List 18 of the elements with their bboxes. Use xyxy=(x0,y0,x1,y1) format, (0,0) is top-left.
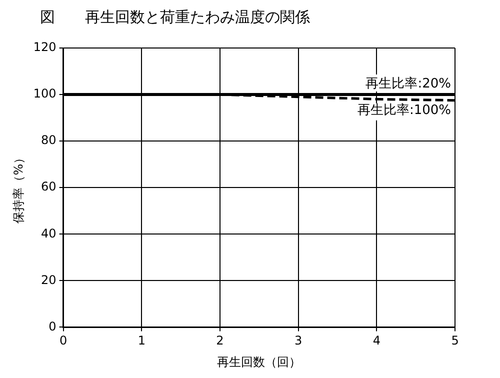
x-tick-label: 4 xyxy=(372,334,380,348)
series-label: 再生比率:20% xyxy=(366,75,451,92)
x-tick-label: 5 xyxy=(451,334,459,348)
y-tick-label: 40 xyxy=(41,226,56,240)
x-axis-title: 再生回数（回） xyxy=(217,354,302,369)
x-tick-label: 0 xyxy=(59,334,68,348)
x-tick-label: 3 xyxy=(294,334,302,348)
y-tick-label: 60 xyxy=(41,180,56,194)
x-tick-label: 1 xyxy=(138,334,146,348)
y-tick-label: 100 xyxy=(33,86,56,101)
y-tick-label: 20 xyxy=(41,272,56,287)
y-tick-label: 0 xyxy=(48,319,56,334)
y-tick-label: 120 xyxy=(33,40,56,54)
chart-title: 図 再生回数と荷重たわみ温度の関係 xyxy=(40,8,310,27)
x-tick-label: 2 xyxy=(216,334,224,348)
y-tick-label: 80 xyxy=(41,133,56,148)
series-label: 再生比率:100% xyxy=(357,102,451,118)
y-axis-title: 保持率（%） xyxy=(11,152,26,224)
